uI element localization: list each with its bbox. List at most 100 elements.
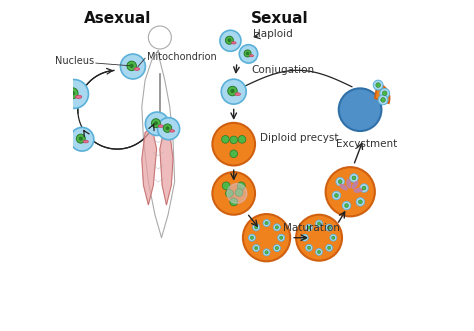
Circle shape bbox=[221, 135, 229, 143]
Circle shape bbox=[220, 30, 241, 51]
Circle shape bbox=[316, 249, 322, 256]
Circle shape bbox=[345, 204, 348, 208]
Ellipse shape bbox=[340, 184, 347, 190]
Circle shape bbox=[373, 80, 383, 90]
Circle shape bbox=[246, 52, 249, 55]
Ellipse shape bbox=[249, 55, 254, 57]
Ellipse shape bbox=[354, 189, 362, 192]
Circle shape bbox=[296, 215, 342, 261]
Circle shape bbox=[360, 184, 368, 192]
Circle shape bbox=[152, 119, 160, 128]
Text: Diploid precyst: Diploid precyst bbox=[260, 133, 338, 143]
Circle shape bbox=[303, 236, 306, 239]
Circle shape bbox=[318, 250, 321, 254]
Circle shape bbox=[60, 79, 89, 109]
Circle shape bbox=[146, 112, 169, 135]
Circle shape bbox=[239, 45, 258, 63]
Circle shape bbox=[212, 123, 255, 166]
Ellipse shape bbox=[231, 42, 236, 44]
Text: Excystment: Excystment bbox=[336, 139, 397, 149]
Circle shape bbox=[255, 246, 258, 250]
Circle shape bbox=[230, 136, 237, 144]
Circle shape bbox=[253, 224, 260, 231]
Circle shape bbox=[301, 234, 308, 241]
Circle shape bbox=[76, 134, 85, 143]
Circle shape bbox=[166, 127, 169, 129]
Circle shape bbox=[235, 189, 243, 196]
Circle shape bbox=[273, 224, 281, 231]
Text: Mitochondrion: Mitochondrion bbox=[147, 52, 217, 62]
Text: Conjugation: Conjugation bbox=[252, 65, 315, 75]
Circle shape bbox=[358, 200, 362, 204]
Circle shape bbox=[222, 182, 230, 190]
Circle shape bbox=[275, 226, 279, 229]
Circle shape bbox=[70, 127, 94, 151]
Wedge shape bbox=[375, 84, 390, 103]
Circle shape bbox=[335, 194, 338, 197]
Circle shape bbox=[306, 224, 312, 231]
Circle shape bbox=[255, 226, 258, 229]
Polygon shape bbox=[142, 126, 156, 205]
Circle shape bbox=[265, 251, 268, 254]
Text: Maturation: Maturation bbox=[283, 223, 340, 233]
Circle shape bbox=[362, 186, 366, 190]
Circle shape bbox=[127, 61, 137, 71]
Circle shape bbox=[80, 137, 82, 140]
Circle shape bbox=[226, 36, 233, 44]
Circle shape bbox=[230, 150, 237, 158]
Circle shape bbox=[307, 246, 310, 249]
Ellipse shape bbox=[158, 125, 164, 127]
Circle shape bbox=[380, 88, 390, 98]
Circle shape bbox=[273, 245, 281, 252]
Circle shape bbox=[163, 124, 172, 132]
Circle shape bbox=[237, 182, 245, 190]
Circle shape bbox=[212, 172, 255, 215]
Circle shape bbox=[326, 167, 375, 216]
Text: Haploid: Haploid bbox=[254, 29, 293, 39]
Circle shape bbox=[326, 244, 333, 251]
Circle shape bbox=[378, 95, 388, 105]
Text: Asexual: Asexual bbox=[83, 11, 151, 26]
Circle shape bbox=[275, 246, 279, 250]
Circle shape bbox=[250, 236, 254, 239]
Circle shape bbox=[231, 90, 234, 92]
Circle shape bbox=[330, 234, 337, 241]
Circle shape bbox=[381, 98, 385, 102]
Circle shape bbox=[332, 191, 341, 200]
Circle shape bbox=[263, 219, 270, 227]
Circle shape bbox=[278, 234, 285, 241]
Circle shape bbox=[228, 39, 230, 41]
Circle shape bbox=[157, 118, 180, 140]
Circle shape bbox=[230, 198, 237, 206]
Circle shape bbox=[328, 226, 331, 229]
Circle shape bbox=[307, 226, 310, 229]
Ellipse shape bbox=[75, 95, 82, 98]
Text: Sexual: Sexual bbox=[251, 11, 309, 26]
Circle shape bbox=[244, 50, 251, 57]
Text: Nucleus: Nucleus bbox=[55, 57, 94, 67]
Circle shape bbox=[376, 83, 381, 87]
Circle shape bbox=[265, 221, 268, 225]
Circle shape bbox=[253, 245, 260, 252]
Circle shape bbox=[332, 236, 335, 239]
Ellipse shape bbox=[347, 180, 351, 188]
Circle shape bbox=[338, 180, 342, 184]
Circle shape bbox=[227, 184, 247, 203]
Circle shape bbox=[383, 91, 387, 96]
Ellipse shape bbox=[83, 140, 88, 143]
Circle shape bbox=[155, 122, 157, 124]
Circle shape bbox=[71, 92, 74, 95]
Circle shape bbox=[356, 198, 365, 206]
Circle shape bbox=[336, 177, 345, 186]
Circle shape bbox=[263, 249, 270, 256]
Circle shape bbox=[339, 88, 382, 131]
Circle shape bbox=[342, 201, 351, 210]
Polygon shape bbox=[160, 126, 173, 205]
Circle shape bbox=[226, 189, 233, 197]
Circle shape bbox=[243, 214, 290, 261]
Circle shape bbox=[238, 135, 246, 143]
Circle shape bbox=[318, 222, 321, 225]
Circle shape bbox=[67, 88, 78, 99]
Ellipse shape bbox=[235, 93, 240, 96]
Circle shape bbox=[221, 79, 246, 104]
